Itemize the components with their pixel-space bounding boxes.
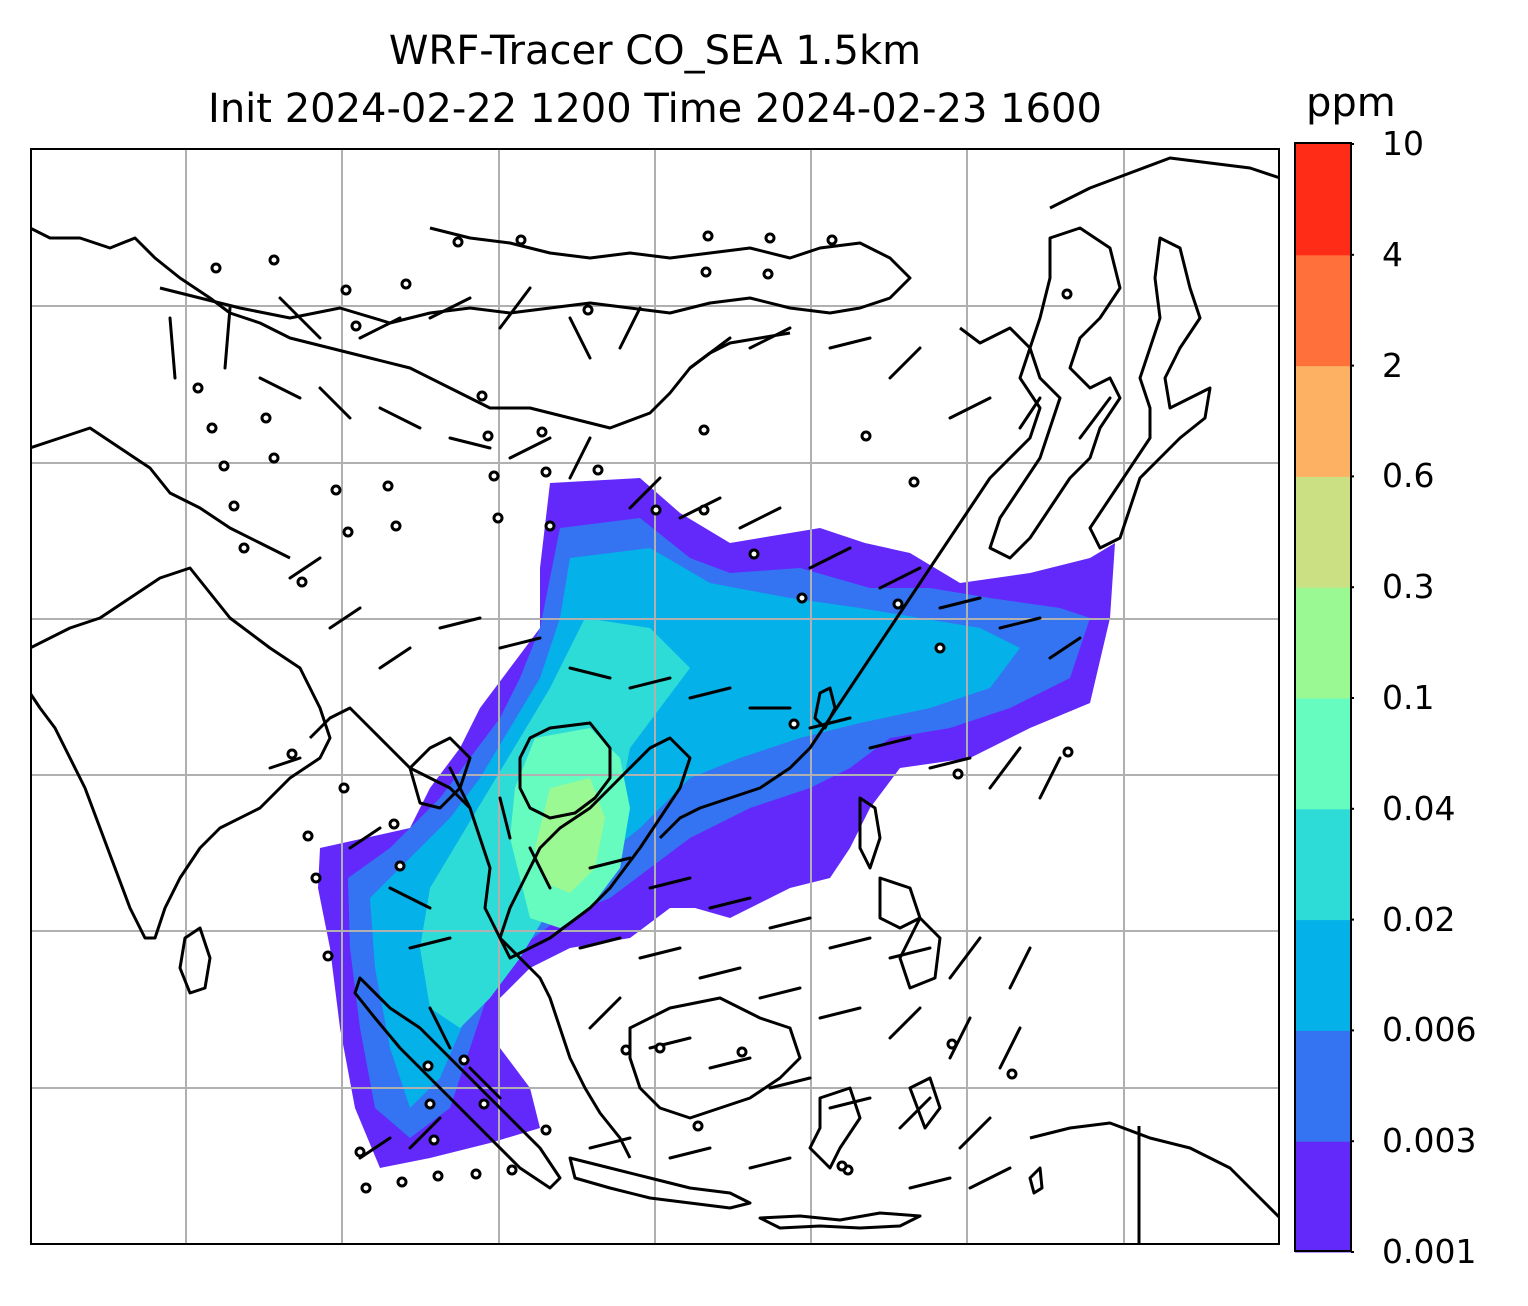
colorbar-tick-label: 0.1 bbox=[1382, 678, 1435, 717]
concentration-field bbox=[318, 478, 1115, 1168]
colorbar-tick-label: 4 bbox=[1382, 234, 1403, 274]
colorbar-tick-label: 0.006 bbox=[1382, 1010, 1477, 1050]
colorbar-tick-label: 0.003 bbox=[1382, 1121, 1477, 1161]
plume-layer-3 bbox=[370, 548, 1020, 1108]
colorbar-tick-label: 0.6 bbox=[1382, 456, 1435, 496]
wind-barbs bbox=[168, 286, 1112, 1190]
colorbar-tick-label: 0.02 bbox=[1382, 899, 1456, 939]
colorbar bbox=[1294, 142, 1354, 1253]
colorbar-bin bbox=[1295, 476, 1351, 588]
map-panel bbox=[30, 148, 1280, 1245]
colorbar-bin bbox=[1295, 365, 1351, 477]
colorbar-bin bbox=[1295, 144, 1351, 256]
colorbar-bin bbox=[1295, 919, 1351, 1031]
calm-wind-markers bbox=[192, 230, 1074, 1194]
colorbar-tick-label: 0.3 bbox=[1382, 567, 1435, 607]
colorbar-bin bbox=[1295, 1141, 1351, 1253]
map-subtitle: Init 2024-02-22 1200 Time 2024-02-23 160… bbox=[208, 86, 1102, 132]
colorbar-bin bbox=[1295, 587, 1351, 699]
map-title: WRF-Tracer CO_SEA 1.5km bbox=[388, 28, 922, 74]
colorbar-bin bbox=[1295, 808, 1351, 921]
map-gridlines bbox=[30, 148, 1280, 1245]
colorbar-bin bbox=[1295, 254, 1351, 367]
colorbar-tick-label: 2 bbox=[1382, 345, 1403, 385]
colorbar-bin bbox=[1295, 1030, 1351, 1142]
coastlines bbox=[30, 156, 1280, 1245]
colorbar-bin bbox=[1295, 698, 1351, 810]
colorbar-tick-label: 10 bbox=[1382, 124, 1424, 163]
colorbar-unit-label: ppm bbox=[1306, 80, 1396, 126]
colorbar-tick-label: 0.04 bbox=[1382, 788, 1456, 828]
plume-layer-6 bbox=[535, 778, 605, 893]
colorbar-tick-label: 0.001 bbox=[1382, 1232, 1477, 1271]
